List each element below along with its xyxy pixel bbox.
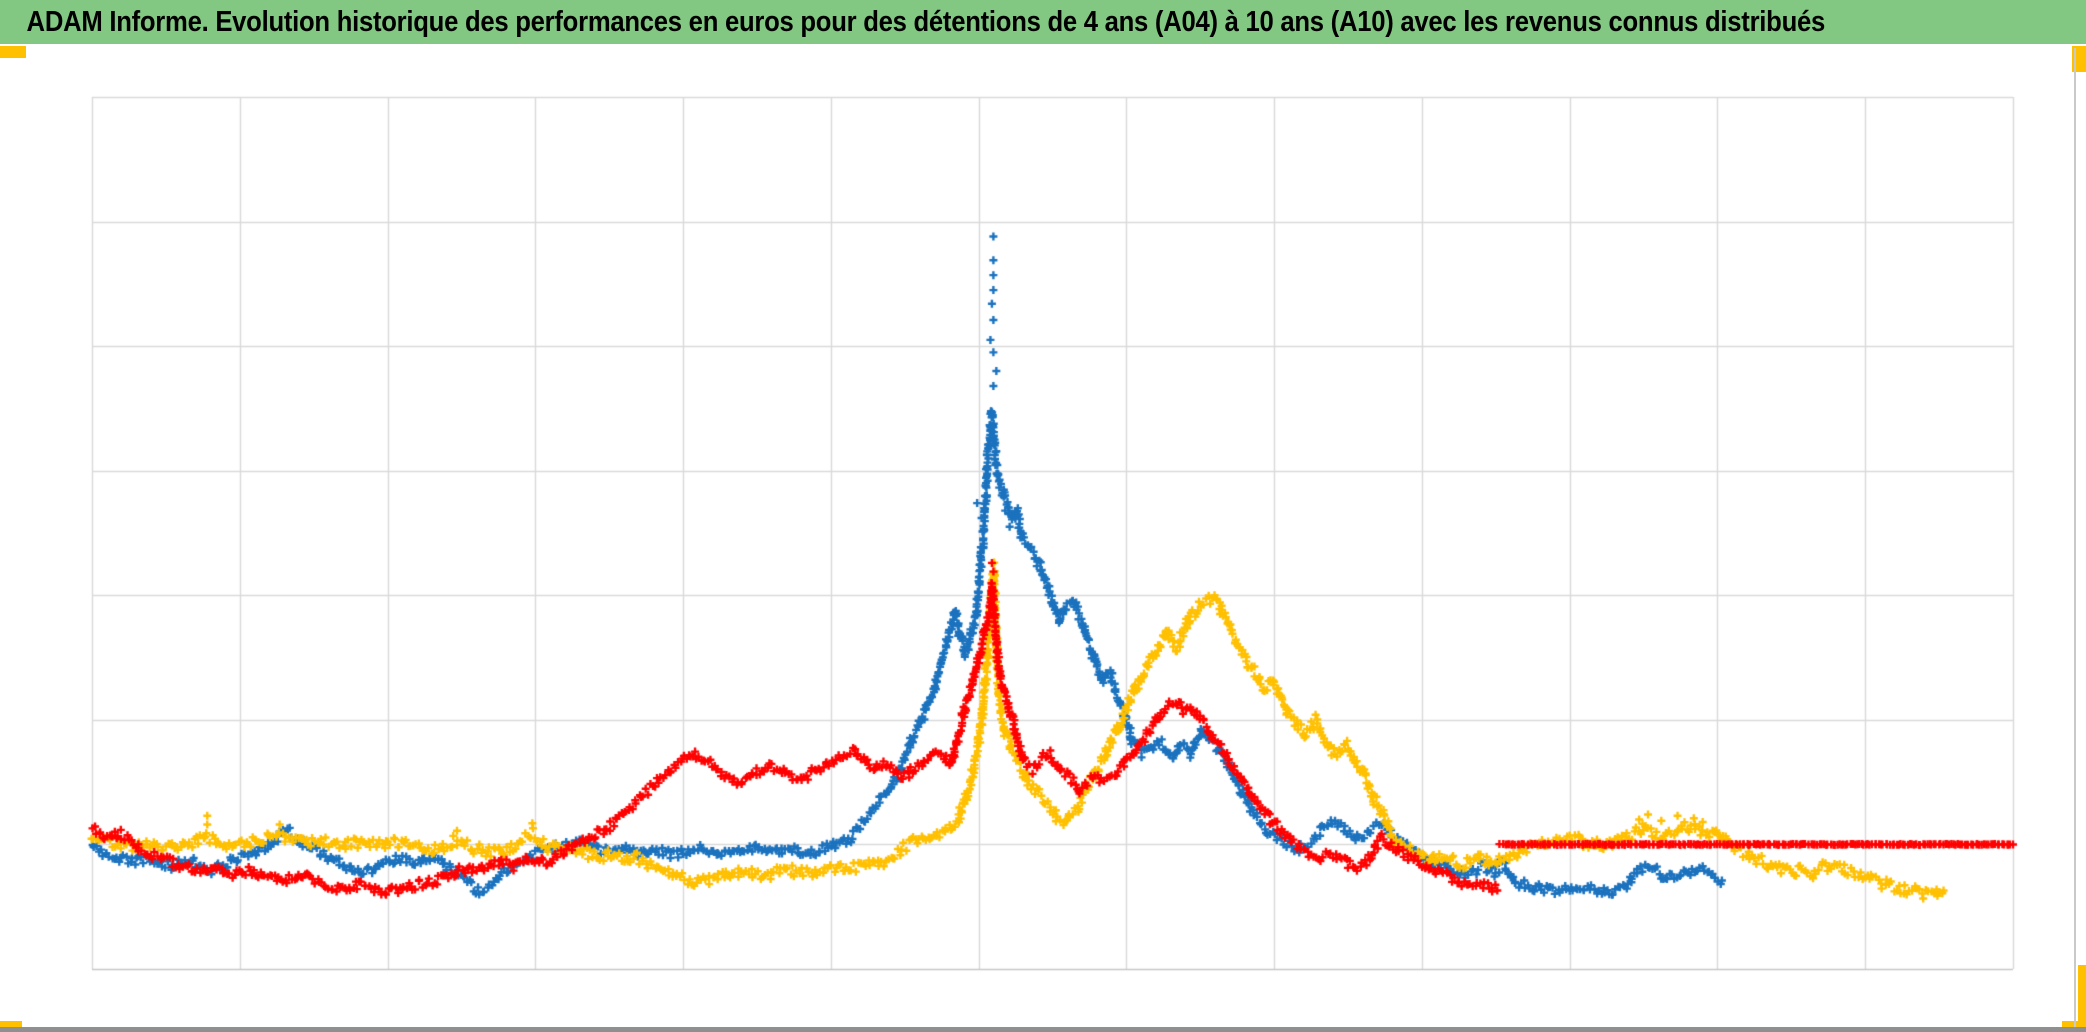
chart-object[interactable] [0, 44, 2086, 989]
page-title: ADAM Informe. Evolution historique des p… [26, 5, 1826, 38]
accent-tab-bottom-left [0, 1021, 22, 1030]
performance-scatter-chart-canvas [0, 44, 2086, 989]
bottom-bar [0, 1027, 2086, 1032]
accent-corner-bottom-right-vertical [2078, 965, 2086, 1032]
title-banner: ADAM Informe. Evolution historique des p… [0, 0, 2086, 44]
